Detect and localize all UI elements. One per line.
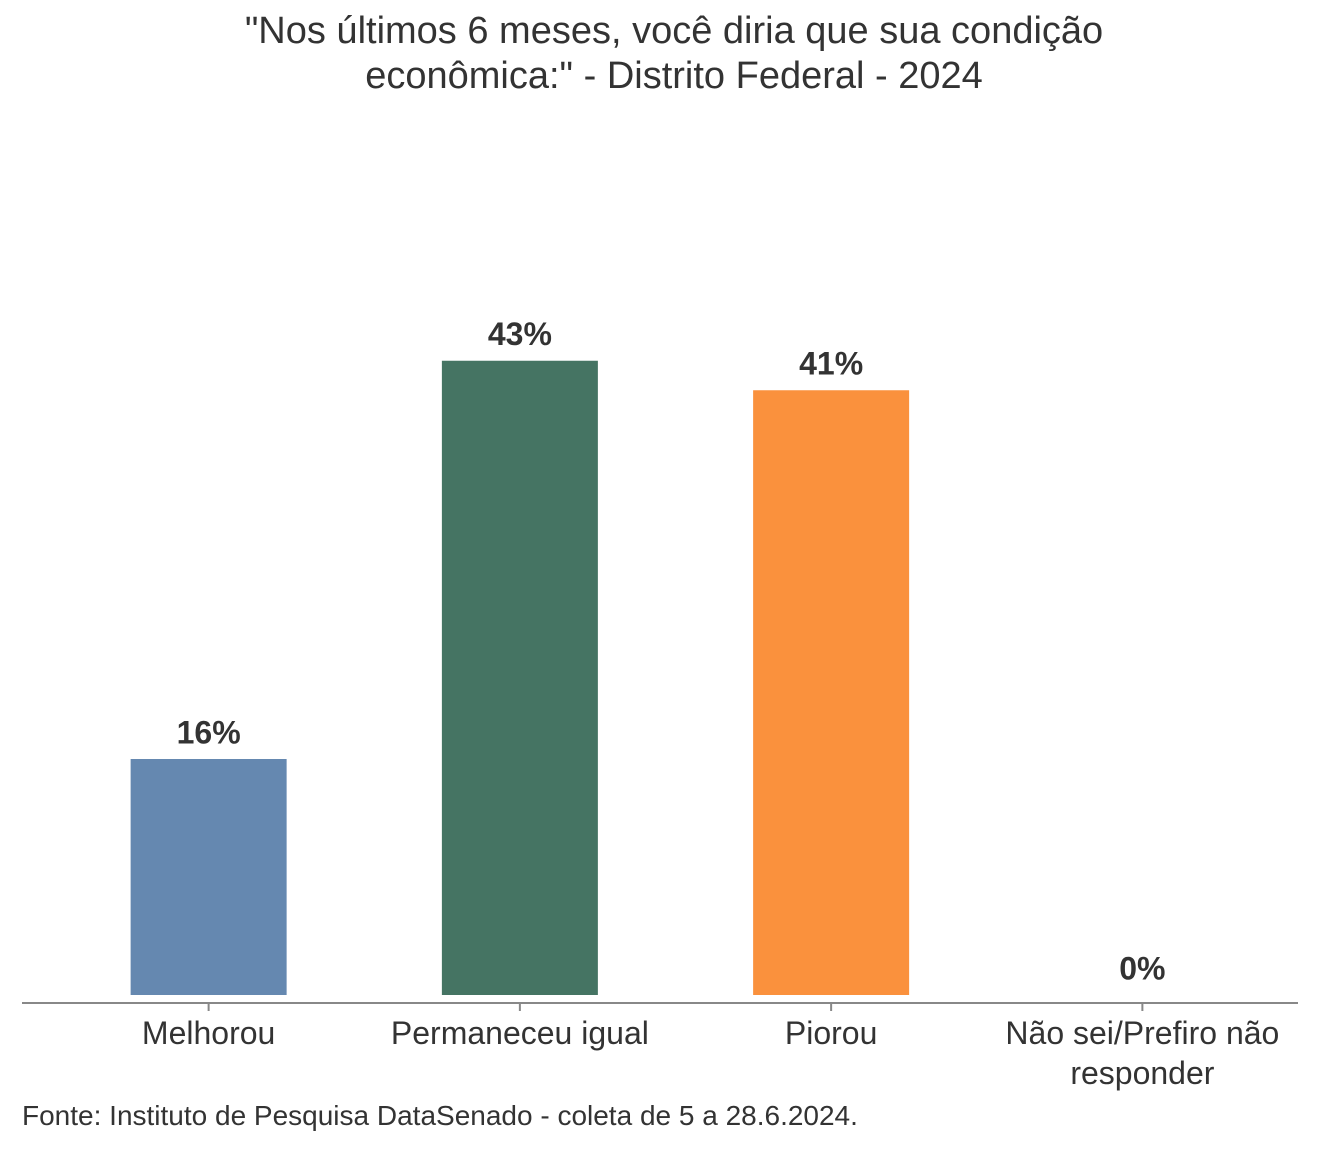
value-label: 16% bbox=[177, 714, 241, 750]
value-label: 0% bbox=[1119, 950, 1165, 986]
value-label: 43% bbox=[488, 316, 552, 352]
chart-title: "Nos últimos 6 meses, você diria que sua… bbox=[245, 10, 1103, 52]
x-tick-label: Melhorou bbox=[141, 1015, 276, 1051]
source-note: Fonte: Instituto de Pesquisa DataSenado … bbox=[22, 1100, 858, 1131]
x-tick-label: Piorou bbox=[784, 1015, 878, 1051]
x-tick-label: Não sei/Prefiro não responder bbox=[1005, 1015, 1280, 1091]
bar bbox=[130, 759, 287, 995]
chart-title: econômica:" - Distrito Federal - 2024 bbox=[365, 55, 983, 97]
bar bbox=[753, 390, 910, 995]
bar bbox=[441, 360, 598, 995]
x-tick-label: Permaneceu igual bbox=[390, 1015, 649, 1051]
value-label: 41% bbox=[799, 346, 863, 382]
